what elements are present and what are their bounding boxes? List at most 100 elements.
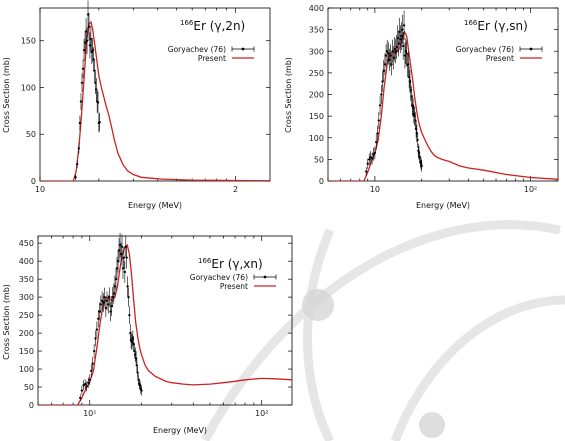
y-tick-label: 200 — [309, 91, 324, 100]
data-point — [371, 157, 374, 160]
data-point — [109, 310, 112, 313]
data-point — [93, 69, 96, 72]
data-point — [123, 270, 126, 274]
data-point — [78, 121, 82, 125]
present-line — [38, 243, 292, 405]
data-point — [76, 163, 79, 166]
data-point — [92, 58, 95, 61]
present-line — [40, 20, 270, 181]
data-point — [94, 81, 97, 84]
data-point — [85, 385, 88, 388]
data-point — [82, 48, 86, 52]
data-point — [98, 120, 101, 124]
data-point — [378, 104, 382, 107]
data-point — [120, 245, 124, 248]
chart-title: 166Er (γ,sn) — [464, 19, 528, 33]
title-nucleus: Er (γ,xn) — [211, 257, 262, 271]
data-point — [391, 50, 394, 53]
data-point — [404, 50, 407, 53]
data-point — [79, 100, 83, 103]
data-point — [393, 47, 396, 51]
y-tick-label: 50 — [26, 130, 36, 139]
data-point — [372, 153, 375, 156]
data-point — [116, 260, 120, 263]
data-point — [128, 314, 131, 317]
data-point — [80, 389, 83, 392]
y-tick-label: 250 — [19, 311, 34, 320]
data-point — [394, 50, 397, 53]
data-point — [105, 299, 109, 302]
y-tick-label: 0 — [31, 177, 36, 186]
legend-label-present: Present — [486, 54, 514, 63]
watermark-orbit-2 — [303, 228, 335, 441]
y-tick-label: 150 — [21, 37, 36, 46]
data-point — [401, 28, 404, 31]
x-axis-title: Energy (MeV) — [128, 201, 182, 210]
data-point — [108, 296, 111, 299]
data-point — [381, 80, 384, 83]
y-tick-label: 150 — [19, 347, 34, 356]
x-tick-label: 10¹ — [83, 409, 96, 418]
data-point — [382, 69, 385, 72]
data-point — [389, 54, 392, 57]
data-point — [397, 42, 400, 45]
chart-gamma-2n: Cross Section (mb) Energy (MeV) 166Er (γ… — [2, 0, 271, 210]
data-point — [90, 369, 93, 372]
data-point — [91, 362, 94, 365]
data-point — [420, 164, 423, 167]
data-point — [386, 50, 389, 53]
data-point — [124, 245, 127, 248]
y-axis-title: Cross Section (mb) — [284, 57, 293, 133]
data-point — [140, 389, 143, 392]
plot-frame — [327, 7, 559, 182]
y-tick-label: 50 — [314, 155, 324, 164]
data-point — [79, 396, 82, 399]
chart-gamma-sn: Cross Section (mb) Energy (MeV) 166Er (γ… — [284, 4, 559, 210]
x-tick-label: 10² — [524, 185, 537, 194]
data-point — [122, 256, 126, 259]
data-point — [369, 156, 372, 159]
y-tick-label: 400 — [19, 257, 34, 266]
data-point — [95, 328, 98, 331]
data-point — [380, 93, 383, 96]
data-point — [83, 41, 87, 44]
data-point — [101, 299, 104, 302]
data-point — [88, 378, 91, 381]
data-point — [407, 63, 410, 66]
y-tick-label: 350 — [309, 26, 324, 35]
data-point — [80, 81, 84, 84]
legend-label-experiment: Goryachev (76) — [168, 45, 226, 54]
data-point — [86, 13, 90, 16]
data-point — [127, 296, 130, 299]
data-point — [113, 285, 116, 288]
title-nucleus: Er (γ,2n) — [193, 19, 245, 33]
y-tick-label: 50 — [24, 383, 34, 392]
x-axis-title: Energy (MeV) — [153, 426, 207, 435]
data-point — [112, 292, 115, 295]
data-point — [111, 296, 114, 299]
y-tick-label: 300 — [309, 47, 324, 56]
data-point — [115, 267, 119, 270]
legend-swatch-point — [529, 47, 533, 51]
watermark-orbit-3 — [390, 295, 565, 441]
data-point — [373, 151, 376, 154]
data-point — [104, 306, 107, 310]
y-tick-label: 100 — [21, 83, 36, 92]
plot-frame — [37, 235, 293, 406]
title-mass: 166 — [198, 257, 212, 265]
watermark-nucleus-1 — [302, 289, 334, 321]
data-point — [102, 301, 105, 304]
data-point — [402, 44, 405, 48]
chart-title: 166Er (γ,xn) — [198, 257, 263, 271]
chart-title: 166Er (γ,2n) — [180, 19, 245, 33]
data-point — [93, 349, 96, 353]
x-axis-title: Energy (MeV) — [416, 201, 470, 210]
y-tick-label: 450 — [19, 239, 34, 248]
data-point — [99, 303, 102, 306]
data-point — [135, 357, 138, 360]
legend-label-experiment: Goryachev (76) — [190, 273, 248, 282]
data-point — [94, 337, 97, 340]
data-point — [91, 48, 94, 52]
legend-label-experiment: Goryachev (76) — [456, 45, 514, 54]
y-tick-label: 250 — [309, 69, 324, 78]
